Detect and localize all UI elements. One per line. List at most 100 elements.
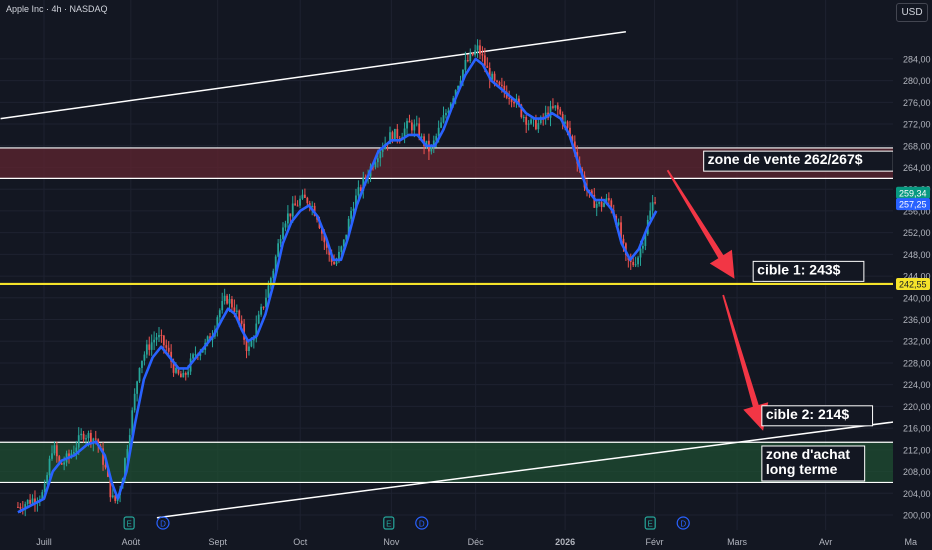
candle-body [362,177,365,191]
trend-line [0,30,626,120]
candle-body [291,203,294,217]
event-marker-label: D [419,520,425,529]
annotations: zone de vente 262/267$ cible 1: 243$ cible… [703,150,894,482]
candle-body [223,295,226,301]
candle-body [233,307,236,312]
candle-body [654,202,656,204]
candle-body [245,339,248,352]
price-tick-label: 232,00 [903,337,931,347]
candle-body [187,371,190,375]
price-tick-label: 248,00 [903,250,931,260]
annotation-box [761,405,874,427]
time-axis[interactable]: Juill Août Sept Oct Nov Déc 2026 Févr Mars Avr Ma [0,532,932,550]
price-tick-label: 264,00 [903,163,931,173]
time-tick-label: Nov [383,537,400,547]
candle-body [535,118,537,130]
candle-body [104,464,107,468]
candle-body [376,158,379,163]
candle-body [34,498,36,504]
candle-body [109,476,112,498]
candle-body [296,205,299,207]
candle-body [267,285,270,298]
price-axis[interactable]: 200,00 204,00 208,00 212,00 216,00 220,00 224,… [893,0,932,550]
candle-body [218,310,221,318]
candle-body [510,98,513,102]
annotation-box [752,260,865,282]
candle-body [600,201,603,207]
candle-body [338,251,340,262]
candle-body [143,354,146,361]
candle-body [158,334,160,338]
symbol-title: Apple Inc · 4h · NASDAQ [6,4,108,14]
candle-body [486,65,489,68]
candle-body [238,310,241,321]
candle-body [644,234,647,246]
candle-body [128,435,131,450]
price-tick-label: 256,00 [903,206,931,216]
buy-zone [0,442,893,483]
last-price-label: 257,25 [899,200,927,210]
price-tick-label: 272,00 [903,120,931,130]
candle-body [85,438,87,440]
candle-body [46,475,49,484]
candle-body [522,117,525,119]
event-marker-label: E [386,520,391,529]
time-tick-label: Févr [646,537,664,547]
candle-body [299,198,301,206]
candle-body [420,136,423,138]
candle-body [430,145,433,152]
candle-body [355,195,357,209]
candle-body [352,208,355,211]
currency-button[interactable]: USD [896,3,928,22]
candle-body [408,120,411,123]
dividend-marker-icon [676,516,690,530]
candle-body [496,80,498,82]
candle-body [325,242,328,248]
candle-body [564,121,566,124]
candle-body [415,123,418,125]
candle-body [70,453,73,457]
candle-body [160,334,163,336]
candle-body [559,109,562,115]
dividend-marker-icon [415,516,429,530]
candle-body [569,127,571,137]
candle-body [593,194,596,208]
price-axis-bg [893,0,932,550]
candle-body [437,127,440,137]
candle-body [306,197,309,204]
dividend-marker-icon [156,516,170,530]
candle-body [440,122,442,128]
candle-body [184,373,187,375]
candle-body [82,433,85,440]
candle-body [172,361,175,373]
price-tick-label: 204,00 [903,489,931,499]
last-price-badge [896,198,930,211]
candle-body [603,203,605,207]
candle-body [131,410,134,436]
candle-body [374,162,377,168]
candle-body [192,354,194,359]
candle-body [347,218,350,235]
candle-body [642,245,644,249]
candle-body [493,73,496,81]
candle-body [381,148,384,152]
candle-body [406,120,408,129]
candle-body [520,104,523,118]
candle-body [274,256,277,271]
candle-body [323,233,326,243]
candle-body [126,449,129,459]
candle-body [162,335,165,346]
candle-body [632,261,635,266]
candle-body [255,323,258,339]
candle-body [410,122,413,131]
candle-body [607,198,610,201]
event-marker-label: E [126,520,131,529]
candle-body [77,435,80,448]
candle-body [598,201,601,204]
annotation-text: zone de vente 262/267$ [708,151,863,167]
candle-body [226,295,228,304]
candle-body [29,499,32,504]
earnings-marker-icon [383,516,395,530]
trend-lines [0,30,930,519]
